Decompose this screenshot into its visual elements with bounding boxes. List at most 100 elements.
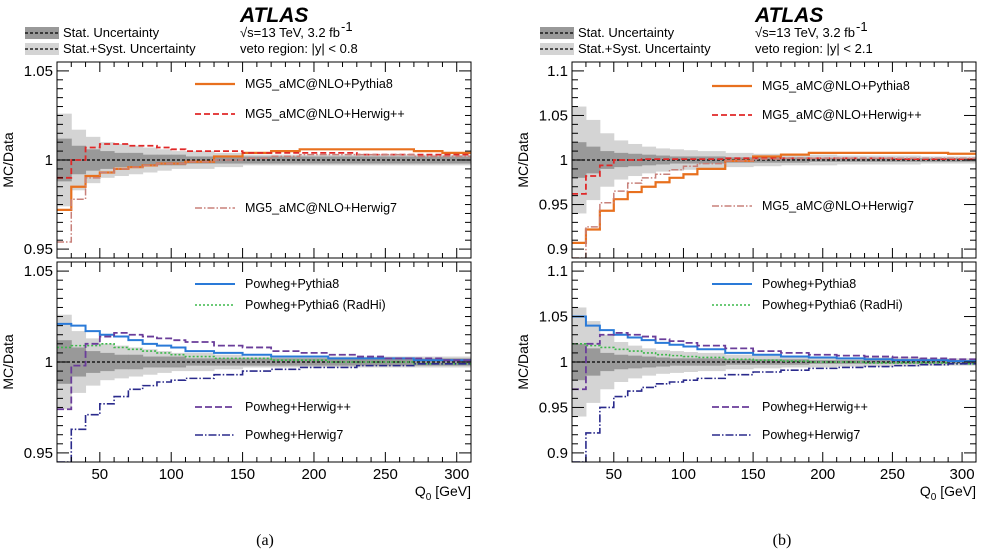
panel-top: 0.9 0.95 1 1.05 1.1 MC/Data MG5_aMC@NLO+Pythia…: [515, 61, 977, 259]
series-line-mg5-amc-nlo-herwig7: [572, 157, 976, 258]
y-tick-label: 1.1: [547, 63, 568, 80]
panel-bottom: 0.9 0.95 1 1.05 1.1 MC/Data Powheg+Pythia8 Powh…: [515, 261, 977, 463]
stat-band-bin: [836, 158, 866, 162]
legend-label: MG5_aMC@NLO+Herwig7: [762, 199, 914, 213]
legend-label: MG5_aMC@NLO+Pythia8: [762, 79, 910, 93]
series-line-powheg-pythia8: [57, 322, 471, 362]
x-tick-label: 50: [605, 466, 622, 483]
series-line-mg5-amc-nlo-herwig-: [57, 143, 471, 179]
stat-band-bin: [683, 358, 698, 366]
x-tick-label: 100: [671, 466, 696, 483]
atlas-label: ATLAS: [754, 4, 823, 27]
energy-superscript: -1: [341, 19, 353, 34]
stat-band-bin: [185, 358, 215, 366]
x-tick-label: 250: [373, 466, 398, 483]
series-line-powheg-pythia6-radhi-: [57, 343, 471, 365]
stat-band-bin: [669, 358, 684, 366]
y-tick-label: 0.95: [24, 445, 53, 462]
stat-band-bin: [697, 358, 726, 366]
series-line-mg5-amc-nlo-pythia8: [572, 151, 976, 244]
legend-label: Powheg+Pythia8: [762, 277, 856, 291]
y-axis-label: MC/Data: [515, 132, 531, 187]
series-line-mg5-amc-nlo-pythia8: [57, 148, 471, 211]
legend-label: MG5_aMC@NLO+Pythia8: [245, 77, 393, 91]
y-tick-label: 0.95: [24, 241, 53, 258]
stat-band-bin: [356, 156, 386, 164]
stat-band-bin: [128, 152, 144, 168]
stat-band-bin: [185, 156, 215, 164]
x-tick-label: 200: [301, 466, 326, 483]
series-line-powheg-herwig-: [57, 332, 471, 411]
plot-area: [572, 106, 976, 258]
stat-band-bin: [128, 354, 144, 370]
stat-band-bin: [892, 360, 921, 364]
chart-b: ATLAS√s=13 TeV, 3.2 fb -1 veto region: |y|…: [515, 4, 977, 549]
stat-band-bin: [271, 358, 301, 366]
stat-band-bin: [442, 156, 471, 164]
y-tick-label: 0.9: [547, 241, 568, 258]
y-tick-label: 1.05: [539, 309, 568, 326]
x-tick-label: 300: [444, 466, 469, 483]
y-tick-label: 1: [560, 354, 568, 371]
y-tick-label: 1: [45, 152, 53, 169]
y-tick-label: 1: [45, 354, 53, 371]
stat-band-bin: [780, 359, 810, 365]
stat-band-bin: [780, 157, 810, 163]
series-line-powheg-herwig-: [572, 332, 976, 391]
legend-label: Powheg+Herwig++: [762, 400, 868, 414]
y-tick-label: 0.9: [547, 445, 568, 462]
plot-area: [57, 113, 471, 243]
stat-band-bin: [442, 358, 471, 366]
syst-band-label: Stat.+Syst. Uncertainty: [578, 41, 711, 56]
x-axis-label-unit: [GeV]: [431, 483, 471, 499]
stat-band-bin: [613, 354, 629, 370]
x-tick-label: 300: [950, 466, 975, 483]
x-tick-label: 250: [880, 466, 905, 483]
panel-top: 0.95 1 1.05 MC/Data MG5_aMC@NLO+Pythia8 MG5_a…: [0, 61, 472, 259]
energy-superscript: -1: [856, 19, 868, 34]
panel-bottom: 0.95 1 1.05 MC/Data Powheg+Pythia8 Powheg+Pyt…: [0, 261, 472, 463]
stat-band-label: Stat. Uncertainty: [63, 25, 160, 40]
x-axis-label-sub: 0: [426, 492, 432, 503]
y-axis-label: MC/Data: [0, 334, 16, 389]
region-label: veto region: |y| < 2.1: [755, 41, 873, 56]
y-tick-label: 0.95: [539, 197, 568, 214]
stat-band-bin: [142, 356, 158, 368]
y-tick-label: 0.95: [539, 399, 568, 416]
legend-label: MG5_aMC@NLO+Herwig++: [245, 107, 405, 121]
stat-band-bin: [114, 354, 129, 370]
y-tick-label: 1.05: [539, 107, 568, 124]
x-tick-label: 100: [159, 466, 184, 483]
figure-caption: (b): [773, 532, 792, 549]
legend-label: Powheg+Pythia6 (RadHi): [245, 298, 386, 312]
x-axis-label-unit: [GeV]: [936, 483, 976, 499]
y-tick-label: 1.05: [24, 63, 53, 80]
series-line-powheg-herwig7: [57, 363, 471, 462]
stat-band-bin: [114, 152, 129, 168]
energy-label: √s=13 TeV, 3.2 fb: [240, 25, 340, 40]
plot-area: [57, 314, 471, 462]
series-line-powheg-herwig7: [572, 363, 976, 462]
syst-band-label: Stat.+Syst. Uncertainty: [63, 41, 196, 56]
x-axis-label: Q0 [GeV]: [920, 483, 976, 503]
stat-band-bin: [271, 156, 301, 164]
legend-label: MG5_aMC@NLO+Herwig7: [245, 201, 397, 215]
y-axis-label: MC/Data: [0, 132, 16, 187]
y-tick-label: 1: [560, 152, 568, 169]
energy-label: √s=13 TeV, 3.2 fb: [755, 25, 855, 40]
x-axis-label-main: Q: [920, 483, 931, 499]
stat-band-label: Stat. Uncertainty: [578, 25, 675, 40]
plot-area: [572, 307, 976, 462]
atlas-label: ATLAS: [239, 4, 308, 27]
x-axis-label-main: Q: [415, 483, 426, 499]
legend-label: Powheg+Herwig++: [245, 400, 351, 414]
stat-band-bin: [142, 154, 158, 166]
x-tick-label: 50: [91, 466, 108, 483]
chart-a: ATLAS√s=13 TeV, 3.2 fb -1 veto region: |y|…: [0, 4, 472, 549]
legend-label: Powheg+Herwig7: [245, 428, 343, 442]
region-label: veto region: |y| < 0.8: [240, 41, 358, 56]
legend-label: Powheg+Herwig7: [762, 428, 860, 442]
x-tick-label: 200: [810, 466, 835, 483]
legend-label: MG5_aMC@NLO+Herwig++: [762, 108, 922, 122]
